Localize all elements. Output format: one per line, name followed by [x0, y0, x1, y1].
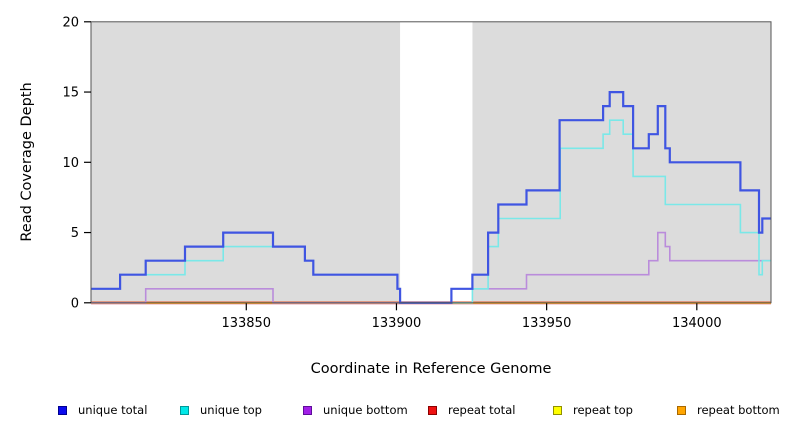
masked-region-band — [91, 21, 401, 303]
legend-swatch — [180, 405, 189, 415]
x-tick-label: 133950 — [522, 316, 572, 331]
legend-swatch — [553, 405, 562, 415]
x-axis-title: Coordinate in Reference Genome — [311, 361, 552, 377]
legend-swatch — [303, 405, 312, 415]
legend-label: repeat total — [448, 403, 516, 417]
legend-item-unique-top: unique top — [180, 401, 262, 419]
y-tick-label: 5 — [71, 226, 79, 241]
legend-label: repeat bottom — [697, 403, 780, 417]
legend-swatch — [677, 405, 686, 415]
legend-item-repeat-total: repeat total — [428, 401, 515, 419]
x-tick-label: 134000 — [672, 316, 722, 331]
legend-label: unique top — [200, 403, 262, 417]
y-tick-label: 20 — [62, 15, 79, 30]
legend-swatch — [428, 405, 437, 415]
legend: unique total unique top unique bottom repea… — [0, 401, 792, 425]
y-tick-label: 15 — [62, 86, 79, 101]
x-tick-label: 133900 — [372, 316, 422, 331]
x-tick-label: 133850 — [221, 316, 271, 331]
legend-swatch — [58, 405, 67, 415]
series-unique-total — [91, 91, 771, 304]
legend-item-repeat-top: repeat top — [553, 401, 633, 419]
y-tick-label: 0 — [71, 296, 79, 311]
legend-label: unique bottom — [323, 403, 408, 417]
y-axis-title: Read Coverage Depth — [19, 82, 35, 241]
legend-label: repeat top — [573, 403, 633, 417]
legend-item-unique-total: unique total — [58, 401, 147, 419]
legend-item-repeat-bottom: repeat bottom — [677, 401, 780, 419]
legend-item-unique-bottom: unique bottom — [303, 401, 408, 419]
legend-label: unique total — [78, 403, 148, 417]
y-tick-label: 10 — [62, 156, 79, 171]
plot-ticks: 133850 133900 133950 134000 0 5 10 15 20 — [62, 15, 722, 331]
series-unique-bottom — [91, 231, 771, 304]
